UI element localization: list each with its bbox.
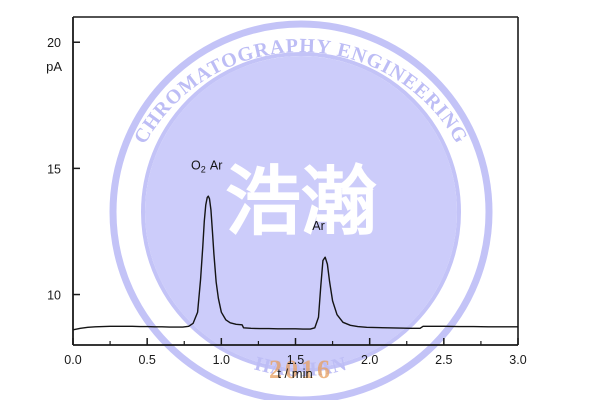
y-tick-label: 20: [47, 36, 61, 50]
y-tick-label: 10: [47, 289, 61, 303]
watermark-year: 2016: [269, 355, 333, 384]
peak-label: Ar: [312, 219, 325, 233]
x-tick-label: 1.5: [287, 353, 304, 367]
y-axis-tick-labels: 10 15 20: [47, 36, 61, 302]
x-axis-ticks: [72, 338, 519, 345]
y-axis-ticks: [73, 41, 80, 296]
x-tick-label: 3.0: [509, 353, 526, 367]
watermark-center-text: 浩瀚: [225, 157, 377, 246]
watermark-stamp: CHROMATOGRAPHY ENGINEERING HAOHAN 2016 浩…: [109, 20, 493, 400]
peak-label: O2: [191, 159, 206, 175]
watermark-inner-ring: [141, 52, 461, 372]
y-tick-label: 15: [47, 162, 61, 176]
x-tick-label: 0.5: [138, 353, 155, 367]
x-tick-label: 1.0: [213, 353, 230, 367]
y-axis-unit-label: pA: [46, 59, 62, 74]
x-tick-label: 2.5: [435, 353, 452, 367]
x-axis-title: t / min: [277, 366, 312, 381]
watermark-outer-ring: [109, 20, 493, 400]
x-axis-tick-labels: 0.0 0.5 1.0 1.5 2.0 2.5 3.0: [64, 353, 526, 367]
peak-annotations: O2 Ar Ar: [191, 159, 325, 234]
chromatogram-trace: [73, 195, 518, 331]
watermark-disc: [145, 56, 457, 368]
peak-label: Ar: [210, 159, 223, 173]
x-tick-label: 2.0: [361, 353, 378, 367]
x-tick-label: 0.0: [64, 353, 81, 367]
